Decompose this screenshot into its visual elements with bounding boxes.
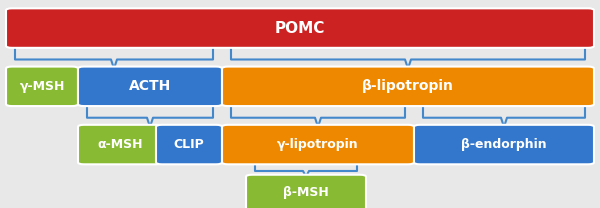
FancyBboxPatch shape bbox=[222, 67, 594, 106]
FancyBboxPatch shape bbox=[222, 125, 414, 164]
FancyBboxPatch shape bbox=[78, 67, 222, 106]
Text: POMC: POMC bbox=[275, 21, 325, 36]
FancyBboxPatch shape bbox=[414, 125, 594, 164]
FancyBboxPatch shape bbox=[6, 67, 78, 106]
FancyBboxPatch shape bbox=[6, 8, 594, 48]
Text: γ-lipotropin: γ-lipotropin bbox=[277, 138, 359, 151]
Text: β-lipotropin: β-lipotropin bbox=[362, 79, 454, 93]
FancyBboxPatch shape bbox=[78, 125, 162, 164]
Text: CLIP: CLIP bbox=[173, 138, 205, 151]
FancyBboxPatch shape bbox=[156, 125, 222, 164]
Text: ACTH: ACTH bbox=[129, 79, 171, 93]
FancyBboxPatch shape bbox=[246, 175, 366, 208]
Text: α-MSH: α-MSH bbox=[97, 138, 143, 151]
Text: β-MSH: β-MSH bbox=[283, 186, 329, 199]
Text: γ-MSH: γ-MSH bbox=[19, 80, 65, 93]
Text: β-endorphin: β-endorphin bbox=[461, 138, 547, 151]
